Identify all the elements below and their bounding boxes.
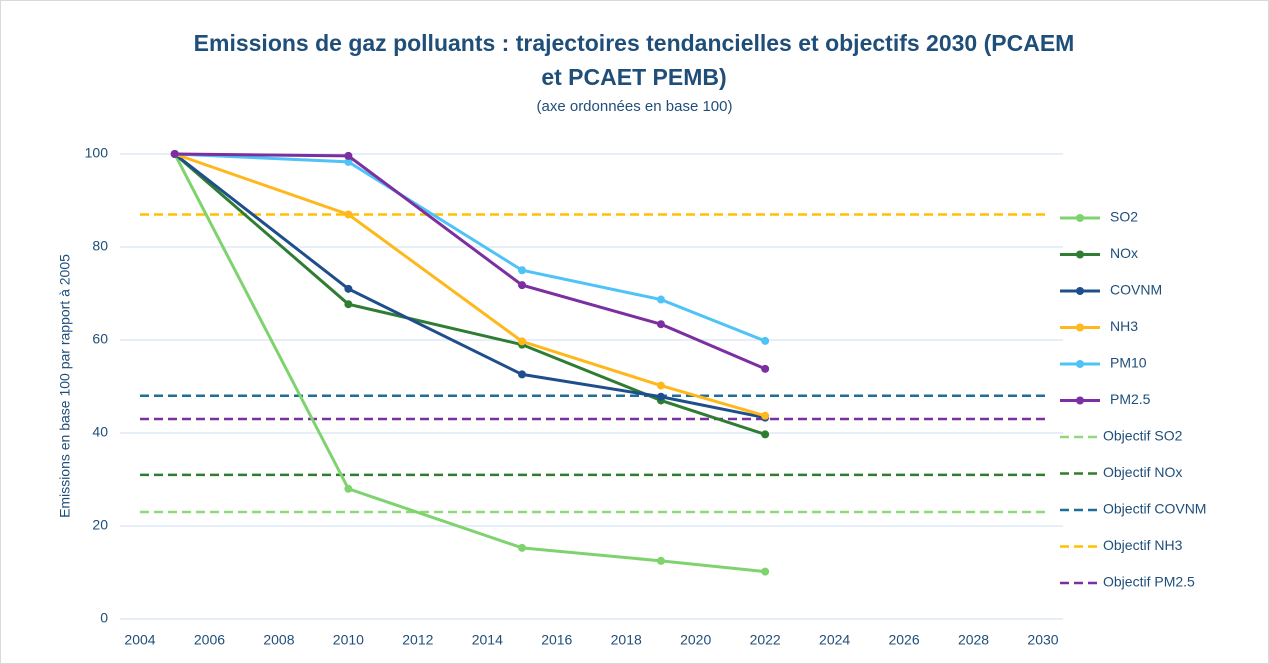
legend-label: SO2 (1110, 209, 1138, 225)
point (656, 392, 665, 401)
series-line (173, 153, 766, 574)
y-tick-label: 80 (92, 238, 108, 254)
x-tick-label: 2008 (263, 632, 294, 648)
point (518, 370, 527, 379)
legend-marker (1076, 287, 1084, 295)
legend-marker (1076, 360, 1084, 368)
point (518, 337, 527, 346)
point (344, 157, 353, 166)
x-tick-label: 2026 (888, 632, 919, 648)
x-tick-label: 2018 (611, 632, 642, 648)
legend-marker (1076, 214, 1084, 222)
x-tick-label: 2006 (194, 632, 225, 648)
x-tick-label: 2024 (819, 632, 850, 648)
chart-title: Emissions de gaz polluants : trajectoire… (193, 30, 1075, 90)
point (344, 210, 353, 219)
legend-label: COVNM (1110, 282, 1162, 298)
legend-label: NH3 (1110, 318, 1138, 334)
point (344, 284, 353, 293)
y-tick-label: 20 (92, 517, 108, 533)
x-tick-label: 2014 (472, 632, 503, 648)
x-tick-label: 2012 (402, 632, 433, 648)
x-tick-label: 2004 (124, 632, 155, 648)
x-tick-label: 2022 (750, 632, 781, 648)
legend-marker (1076, 250, 1084, 259)
point (344, 151, 353, 160)
x-tick-label: 2030 (1027, 632, 1058, 648)
x-tick-label: 2010 (333, 632, 364, 648)
x-tick-label: 2020 (680, 632, 711, 648)
point (518, 281, 527, 290)
point (656, 295, 665, 304)
legend-label: NOx (1110, 245, 1138, 261)
point (656, 320, 665, 329)
legend-label: Objectif NH3 (1103, 537, 1183, 553)
point (344, 300, 353, 309)
point (518, 266, 527, 275)
point (761, 430, 770, 439)
legend-label: Objectif PM2.5 (1103, 574, 1195, 590)
legend-label: PM10 (1110, 355, 1147, 371)
point (656, 381, 665, 390)
point (761, 336, 770, 345)
series-line (174, 152, 766, 418)
series-line (173, 152, 766, 420)
point (170, 150, 179, 158)
point (761, 364, 770, 373)
legend-label: PM2.5 (1110, 391, 1151, 407)
point (761, 411, 770, 420)
point (518, 543, 527, 552)
legend-marker (1076, 323, 1084, 332)
series-line (173, 152, 766, 436)
y-tick-label: 0 (100, 610, 108, 626)
legend-label: Objectif SO2 (1103, 428, 1183, 444)
x-tick-label: 2028 (958, 632, 989, 648)
legend-marker (1076, 396, 1084, 405)
chart-subtitle: (axe ordonnées en base 100) (536, 98, 733, 115)
legend-label: Objectif NOx (1103, 464, 1182, 480)
y-tick-label: 60 (92, 331, 108, 347)
y-tick-label: 40 (92, 424, 108, 440)
y-tick-label: 100 (85, 145, 109, 161)
point (344, 484, 353, 493)
legend-label: Objectif COVNM (1103, 501, 1206, 517)
x-tick-label: 2016 (541, 632, 572, 648)
point (656, 556, 665, 565)
point (761, 567, 770, 576)
y-axis-label: Emissions en base 100 par rapport à 2005 (57, 254, 73, 518)
